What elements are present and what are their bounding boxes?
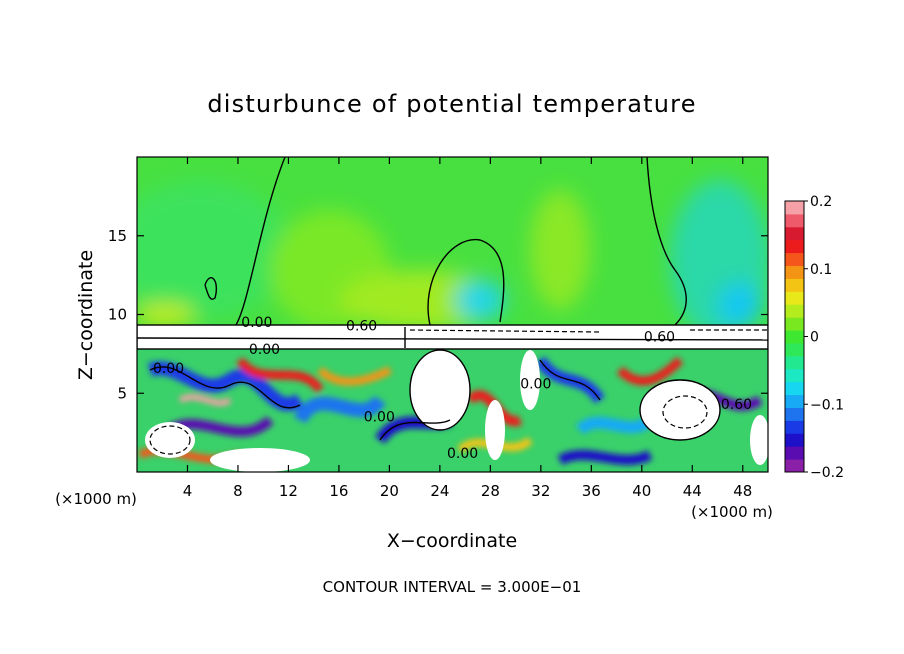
colorbar-swatch — [785, 213, 804, 228]
colorbar-swatch — [785, 291, 804, 305]
colorbar-swatch — [785, 433, 804, 447]
contour-label: 0.00 — [249, 342, 280, 358]
y-axis-title: Z−coordinate — [75, 250, 97, 380]
colorbar-swatch — [785, 368, 804, 383]
plot-area — [137, 157, 768, 472]
chart-title: disturbunce of potential temperature — [207, 90, 696, 118]
contour-interval-note: CONTOUR INTERVAL = 3.000E−01 — [323, 578, 582, 596]
x-tick-label: 4 — [183, 482, 193, 500]
y-tick-label: 10 — [108, 306, 127, 324]
colorbar-swatch — [785, 407, 804, 421]
x-tick-label: 12 — [279, 482, 298, 500]
y-tick-label: 15 — [108, 227, 127, 245]
colorbar-tick-label: 0 — [810, 330, 819, 346]
colorbar-swatch — [785, 317, 804, 331]
colorbar-swatch — [785, 226, 804, 241]
colorbar-swatch — [785, 420, 804, 434]
x-tick-label: 20 — [380, 482, 399, 500]
colorbar-tick-label: 0.2 — [810, 194, 832, 210]
contour-labels: 0.00 0.60 0.00 0.00 0.00 0.00 0.00 0.60 0.60 — [153, 315, 752, 462]
colorbar-swatch — [785, 394, 804, 408]
colorbar — [784, 200, 805, 473]
x-tick-label: 48 — [733, 482, 752, 500]
colorbar-swatch — [785, 381, 804, 396]
contour-label: 0.00 — [447, 446, 478, 462]
x-tick-label: 36 — [582, 482, 601, 500]
x-tick-label: 8 — [233, 482, 243, 500]
contour-label: 0.00 — [241, 315, 272, 331]
x-tick-label: 16 — [329, 482, 348, 500]
dashed-contours — [149, 329, 768, 455]
colorbar-tick-label: −0.1 — [810, 397, 844, 413]
contour-label: 0.60 — [346, 318, 377, 334]
x-tick-label: 44 — [683, 482, 702, 500]
contour-label: 0.60 — [721, 397, 752, 413]
contour-label: 0.60 — [644, 329, 675, 345]
colorbar-ticks: 0.2 0.1 0 −0.1 −0.2 — [804, 194, 844, 481]
colorbar-swatch — [785, 239, 804, 254]
y-axis: 5 10 15 — [108, 227, 768, 402]
colorbar-swatch — [785, 252, 804, 267]
x-unit-label-left: (×1000 m) — [55, 490, 137, 508]
colorbar-swatch — [785, 201, 804, 215]
upper-layer-shading — [137, 180, 768, 340]
colorbar-swatch — [785, 304, 804, 318]
colorbar-swatch — [785, 330, 804, 344]
colorbar-swatch — [785, 459, 804, 473]
colorbar-tick-label: −0.2 — [810, 465, 844, 481]
contour-lines — [137, 157, 768, 441]
contour-label: 0.00 — [520, 377, 551, 393]
x-tick-label: 40 — [632, 482, 651, 500]
x-tick-label: 24 — [430, 482, 449, 500]
contour-label: 0.00 — [364, 410, 395, 426]
x-axis: 4 8 12 16 20 24 28 32 36 40 44 48 — [183, 157, 752, 500]
saturated-regions — [145, 350, 768, 472]
contour-label: 0.00 — [153, 361, 184, 377]
y-tick-label: 5 — [117, 384, 127, 402]
colorbar-swatch — [785, 446, 804, 460]
inversion-layer-strip — [137, 325, 768, 349]
colorbar-swatch — [785, 265, 804, 279]
colorbar-swatch — [785, 355, 804, 370]
colorbar-swatch — [785, 278, 804, 292]
x-tick-label: 32 — [531, 482, 550, 500]
colorbar-tick-label: 0.1 — [810, 262, 832, 278]
x-axis-title: X−coordinate — [387, 530, 517, 552]
x-unit-label-right: (×1000 m) — [691, 503, 773, 521]
x-tick-label: 28 — [481, 482, 500, 500]
colorbar-swatch — [785, 342, 804, 357]
